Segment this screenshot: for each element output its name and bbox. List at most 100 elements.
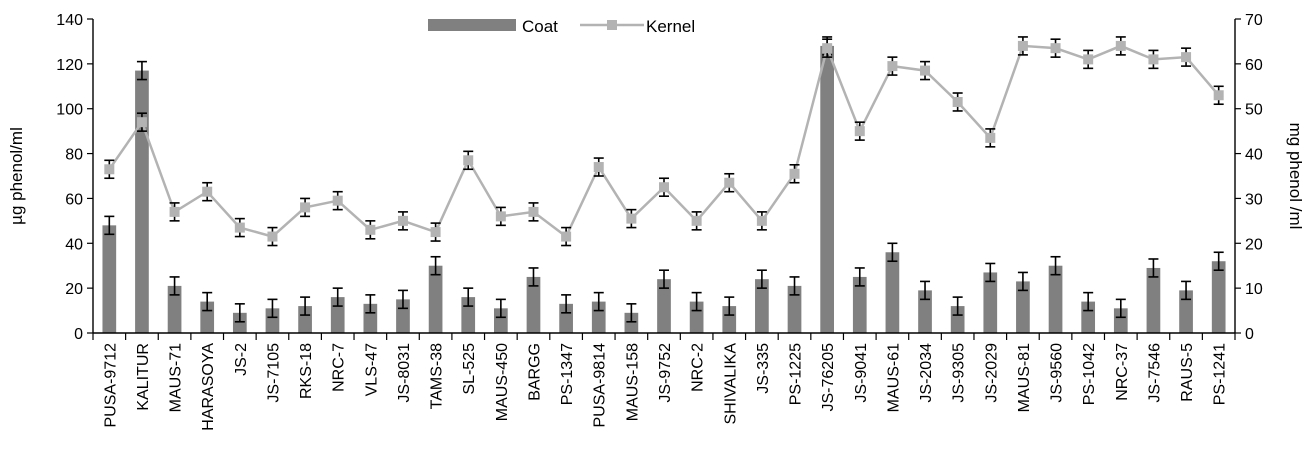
x-tick-label: JS-8031 xyxy=(396,343,413,403)
x-tick-label: JS-9752 xyxy=(657,343,674,403)
kernel-point-TAMS-38 xyxy=(430,227,441,238)
coat-bar-MAUS-61 xyxy=(885,252,900,333)
kernel-point-MAUS-450 xyxy=(495,211,506,222)
x-tick-label: PUSA-9712 xyxy=(102,343,119,428)
legend-kernel-label: Kernel xyxy=(646,17,695,36)
y-left-tick-label: 20 xyxy=(65,281,83,298)
x-tick-label: PS-1225 xyxy=(788,343,805,405)
x-tick-label: SHIVALIKA xyxy=(722,343,739,425)
legend-kernel-marker xyxy=(607,20,617,30)
coat-error-MAUS-81 xyxy=(1017,271,1028,292)
coat-error-JS-8031 xyxy=(397,289,408,310)
coat-bar-JS-2 xyxy=(232,312,247,333)
kernel-point-NRC-7 xyxy=(332,195,343,206)
kernel-point-NRC-2 xyxy=(691,215,702,226)
coat-error-bars xyxy=(104,36,1224,323)
coat-bar-HARASOYA xyxy=(200,301,215,333)
coat-error-JS-9305 xyxy=(952,296,963,316)
x-tick-label: JS-335 xyxy=(755,343,772,394)
coat-bar-MAUS-81 xyxy=(1016,281,1030,333)
kernel-point-HARASOYA xyxy=(202,186,213,197)
coat-bar-JS-9305 xyxy=(950,306,965,333)
coat-bar-BARGG xyxy=(526,276,541,333)
kernel-point-PS-1042 xyxy=(1083,54,1094,65)
y-right-tick-label: 50 xyxy=(1245,102,1263,119)
x-tick-label: HARASOYA xyxy=(200,343,217,431)
coat-bar-SHIVALIKA xyxy=(722,306,737,333)
coat-bar-NRC-2 xyxy=(689,301,704,333)
coat-bar-JS-9752 xyxy=(657,279,671,333)
coat-error-MAUS-450 xyxy=(495,298,506,319)
kernel-point-JS-9560 xyxy=(1050,43,1061,54)
coat-error-SHIVALIKA xyxy=(724,296,735,316)
x-tick-label: JS-76205 xyxy=(820,343,837,412)
coat-error-PS-1042 xyxy=(1083,291,1094,312)
y-right-tick-label: 0 xyxy=(1245,326,1254,343)
y-left-tick-label: 100 xyxy=(56,102,83,119)
x-tick-label: BARGG xyxy=(526,343,543,401)
coat-bar-JS-7546 xyxy=(1146,267,1161,333)
kernel-point-PS-1347 xyxy=(561,231,572,242)
legend-coat-label: Coat xyxy=(522,17,558,36)
coat-bar-TAMS-38 xyxy=(428,265,443,333)
coat-bar-RAUS-5 xyxy=(1179,290,1193,333)
x-tick-label: PS-1347 xyxy=(559,343,576,405)
y-right-tick-label: 40 xyxy=(1245,147,1263,164)
kernel-point-PUSA-9712 xyxy=(104,164,115,175)
coat-error-VLS-47 xyxy=(365,294,376,314)
x-tick-label: MAUS-158 xyxy=(624,343,641,421)
kernel-point-MAUS-61 xyxy=(887,61,898,72)
kernel-point-SHIVALIKA xyxy=(724,177,735,188)
coat-bar-MAUS-71 xyxy=(167,285,182,333)
coat-error-NRC-2 xyxy=(691,291,702,312)
coat-error-JS-2 xyxy=(234,303,245,323)
coat-bar-PS-1225 xyxy=(787,285,802,333)
kernel-point-JS-8031 xyxy=(397,215,408,226)
y-axis-right-label: mg phenol /ml xyxy=(1286,123,1305,230)
kernel-point-PS-1225 xyxy=(789,168,800,179)
x-tick-label: SL-525 xyxy=(461,343,478,395)
y-right-tick-label: 60 xyxy=(1245,57,1263,74)
kernel-point-JS-2 xyxy=(234,222,245,233)
coat-bar-PUSA-9814 xyxy=(591,301,606,333)
kernel-line xyxy=(108,44,1220,239)
kernel-point-PS-1241 xyxy=(1213,90,1224,101)
x-tick-label: KALITUR xyxy=(135,343,152,411)
coat-bar-MAUS-158 xyxy=(624,312,639,333)
coat-bar-JS-2034 xyxy=(918,290,932,333)
coat-error-PS-1225 xyxy=(789,276,800,296)
x-tick-label: MAUS-71 xyxy=(168,343,185,412)
coat-error-MAUS-158 xyxy=(626,303,637,323)
coat-error-HARASOYA xyxy=(202,291,213,312)
coat-error-PUSA-9814 xyxy=(593,291,604,312)
kernel-point-SL-525 xyxy=(463,155,474,166)
coat-error-NRC-7 xyxy=(332,287,343,307)
coat-error-JS-9752 xyxy=(659,269,669,289)
kernel-point-JS-335 xyxy=(756,215,767,226)
kernel-point-MAUS-158 xyxy=(626,213,637,224)
x-tick-label: JS-2 xyxy=(233,343,250,376)
x-tick-label: JS-7546 xyxy=(1146,343,1163,403)
tick-labels: 0 20 40 60 80 100 120 140 0 10 20 30 40 50 60 70 PUSA-97… xyxy=(56,12,1263,431)
coat-bar-PUSA-9712 xyxy=(102,225,117,333)
x-tick-label: MAUS-450 xyxy=(494,343,511,421)
coat-bar-KALITUR xyxy=(135,70,149,333)
y-right-tick-label: 30 xyxy=(1245,191,1263,208)
kernel-point-JS-9041 xyxy=(854,126,865,137)
legend: Coat Kernel xyxy=(428,17,695,36)
coat-error-JS-2034 xyxy=(920,280,931,301)
x-tick-label: NRC-37 xyxy=(1114,343,1131,401)
y-right-tick-label: 20 xyxy=(1245,236,1263,253)
coat-error-MAUS-61 xyxy=(887,242,898,263)
coat-error-RAUS-5 xyxy=(1181,280,1192,301)
coat-error-PS-1347 xyxy=(561,294,572,314)
coat-error-KALITUR xyxy=(136,60,147,81)
y-left-tick-label: 120 xyxy=(56,57,83,74)
coat-bar-JS-7105 xyxy=(265,308,280,333)
x-tick-label: NRC-2 xyxy=(690,343,707,392)
x-tick-label: JS-2034 xyxy=(918,343,935,403)
coat-error-SL-525 xyxy=(463,287,474,307)
kernel-point-RAUS-5 xyxy=(1181,52,1192,63)
x-tick-label: JS-9560 xyxy=(1049,343,1066,403)
kernel-point-JS-2034 xyxy=(920,65,931,76)
